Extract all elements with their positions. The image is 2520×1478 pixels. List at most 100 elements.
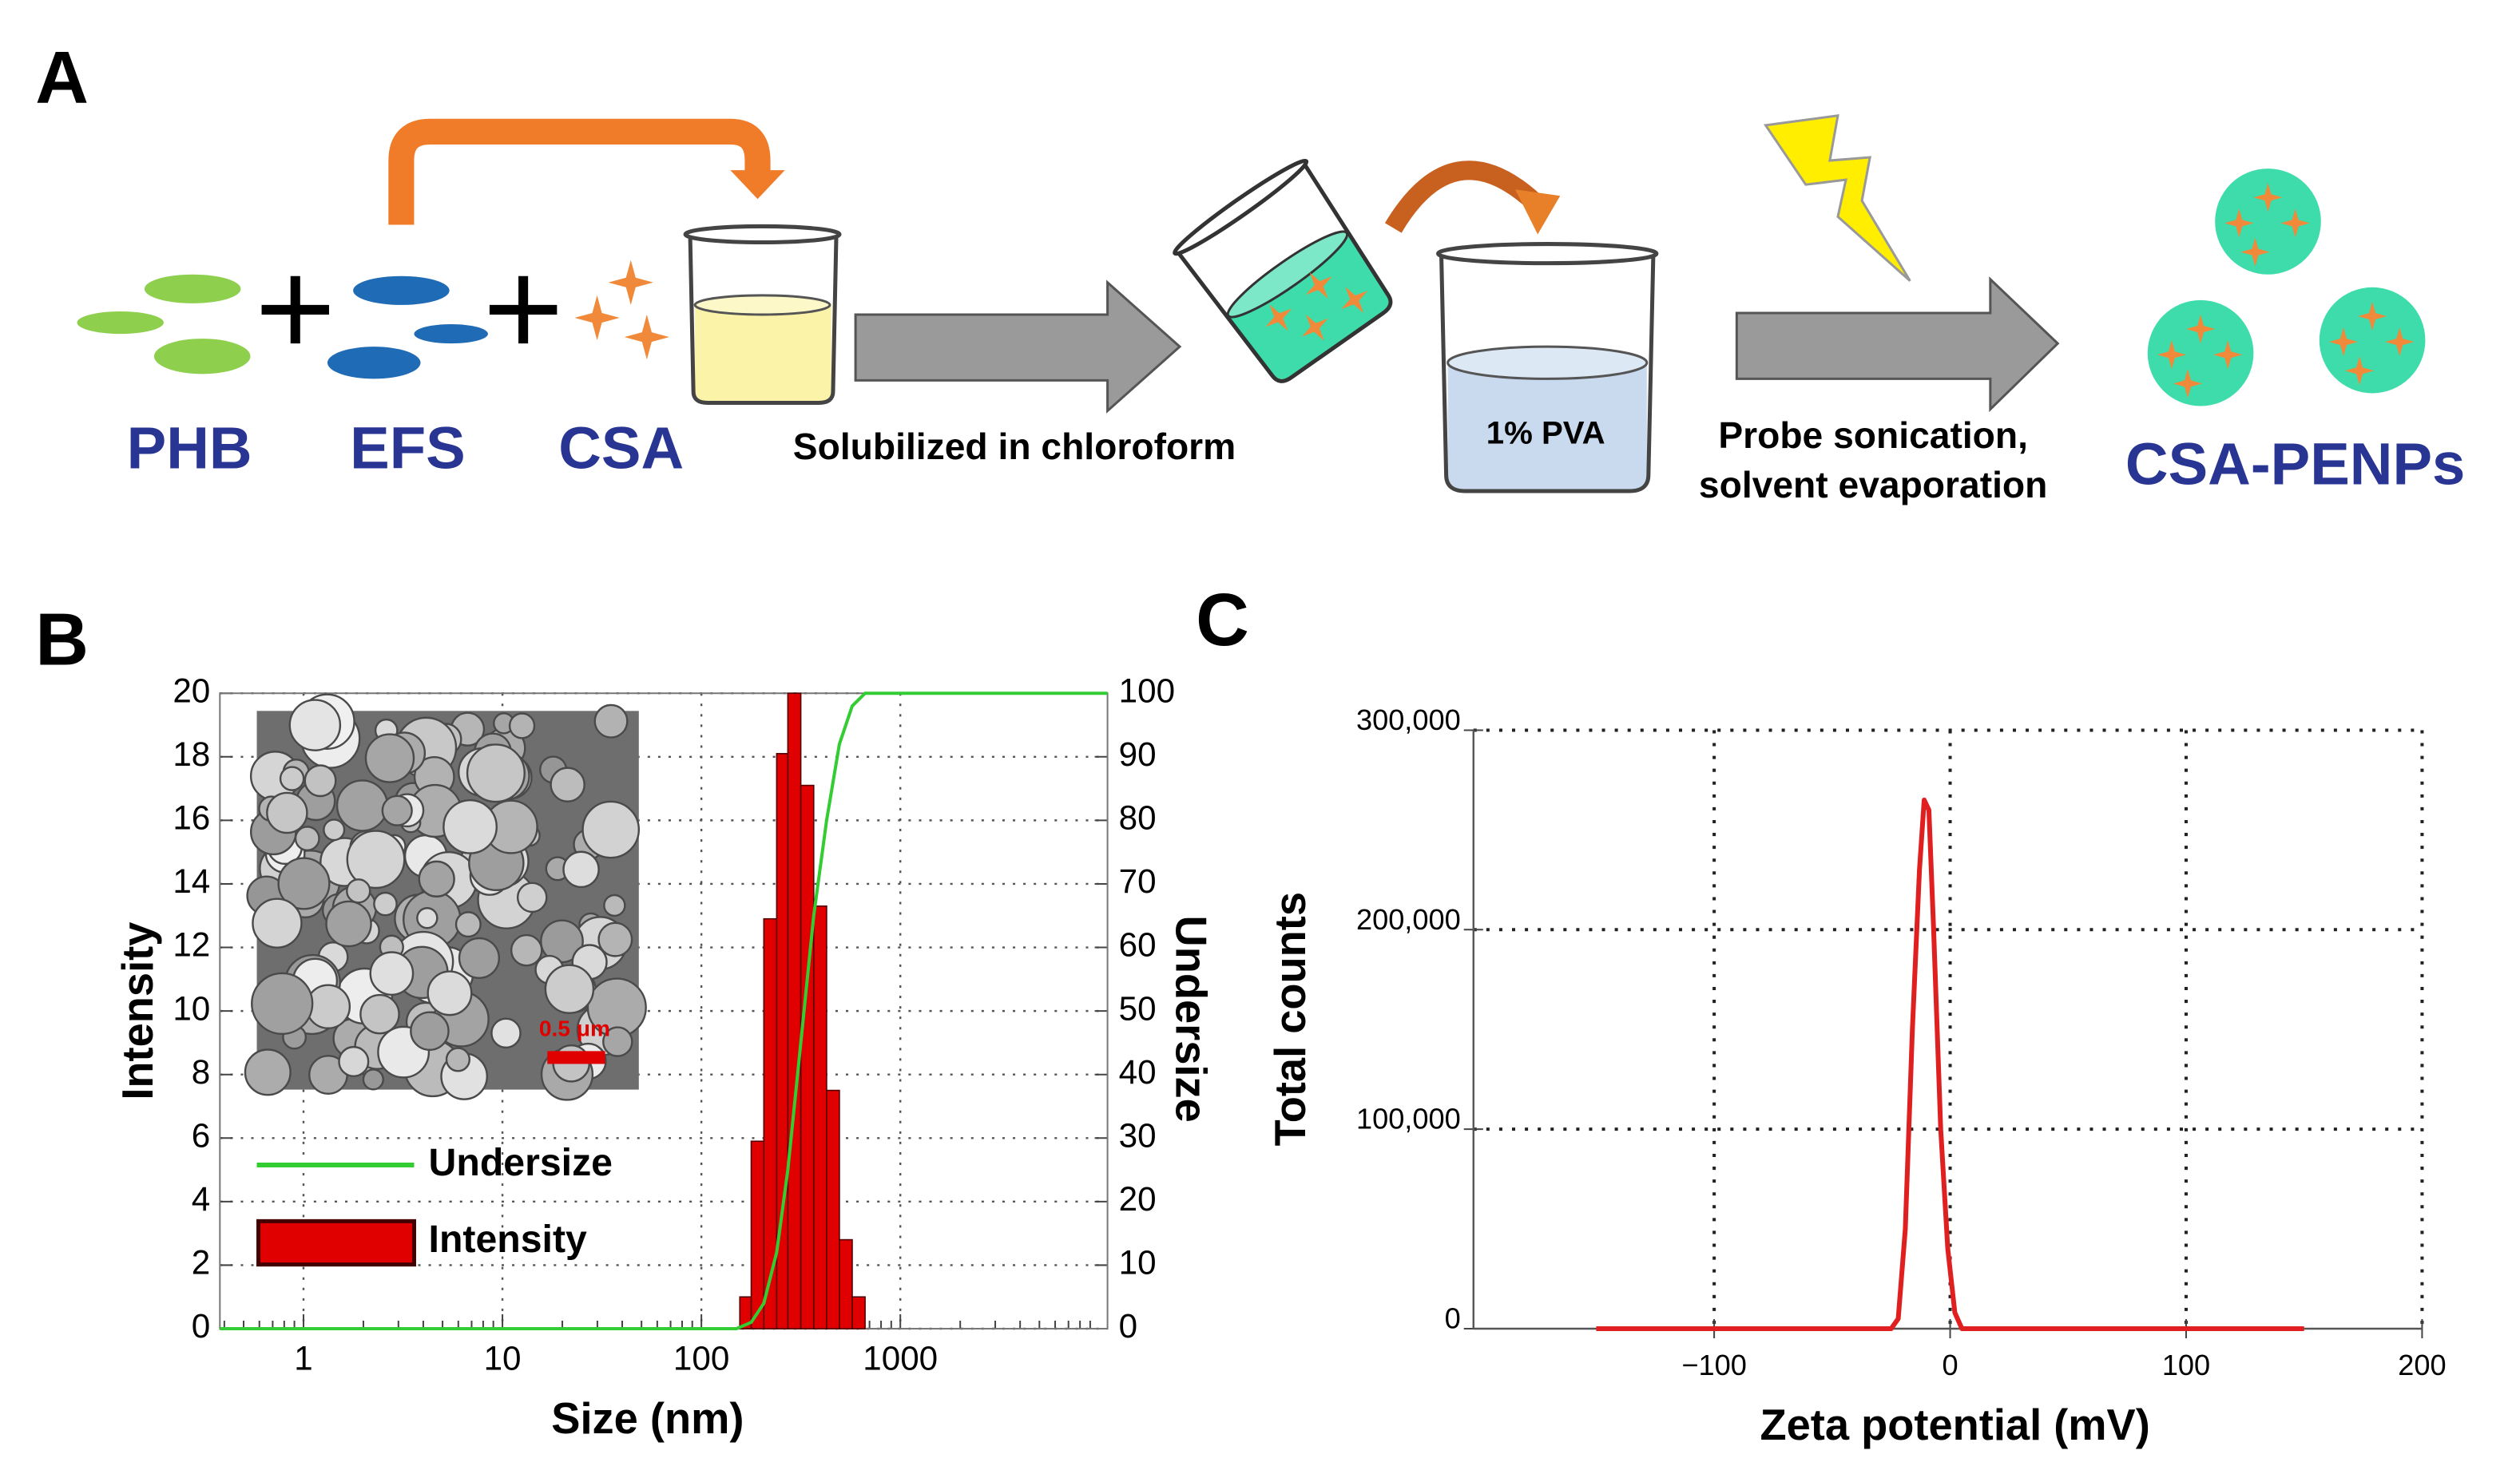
inset-texture — [362, 1068, 384, 1091]
histogram-bar — [750, 1140, 765, 1329]
y2-tick-label: 30 — [1119, 1116, 1157, 1154]
scale-bar — [547, 1051, 605, 1064]
x-tick-label: 1 — [294, 1339, 312, 1377]
y-tick-label: 6 — [192, 1116, 210, 1154]
inset-texture — [550, 767, 585, 802]
curved-arrow — [388, 118, 785, 225]
y-tick-label: 300,000 — [1356, 703, 1461, 736]
inset-texture — [581, 800, 641, 859]
x-tick-label: −100 — [1681, 1349, 1746, 1381]
inset-texture — [418, 860, 455, 897]
beaker-label: 1% PVA — [1486, 414, 1605, 450]
plus-sign — [261, 275, 558, 344]
y-tick-label: 14 — [173, 862, 210, 900]
y-tick-label: 2 — [192, 1244, 210, 1282]
inset-texture — [593, 703, 629, 739]
inset-texture — [369, 951, 415, 997]
inset-texture — [373, 891, 398, 917]
inset-texture — [442, 798, 498, 854]
histogram-bar — [851, 1296, 866, 1329]
histogram-bar — [763, 917, 778, 1329]
ingredient-label: PHB — [127, 414, 252, 481]
y2-tick-label: 60 — [1119, 926, 1157, 964]
y-tick-label: 0 — [192, 1307, 210, 1345]
y-axis-title: Total counts — [1267, 892, 1315, 1146]
y-tick-label: 100,000 — [1356, 1103, 1461, 1135]
y2-tick-label: 0 — [1119, 1307, 1137, 1345]
inset-texture — [445, 1047, 471, 1072]
inset-texture — [544, 964, 595, 1014]
histogram-bar — [839, 1238, 853, 1329]
x-axis-title: Zeta potential (mV) — [1760, 1401, 2149, 1449]
ingredient-label: CSA — [558, 414, 684, 481]
inset-texture — [338, 1045, 370, 1077]
product-label: CSA-PENPs — [2125, 431, 2466, 497]
y2-tick-label: 90 — [1119, 735, 1157, 773]
scale-bar-label: 0.5 μm — [539, 1016, 610, 1041]
efs-particles — [327, 275, 488, 379]
inset-texture — [294, 826, 320, 852]
x-tick-label: 10 — [484, 1339, 522, 1377]
y2-axis-title: Undersize — [1167, 916, 1215, 1123]
x-tick-label: 200 — [2398, 1349, 2446, 1381]
process-arrow — [854, 279, 1182, 414]
inset-texture — [381, 794, 413, 826]
undersize-line — [220, 691, 1108, 1331]
inset-texture — [454, 911, 482, 938]
histogram-bar — [826, 1089, 840, 1329]
nanoparticles — [2147, 168, 2426, 406]
inset-texture — [325, 900, 372, 948]
zeta-line — [1596, 797, 2304, 1332]
inset-texture — [510, 933, 543, 967]
x-tick-label: 0 — [1942, 1349, 1958, 1381]
histogram-bar — [787, 692, 802, 1329]
ingredient-label: EFS — [350, 414, 466, 481]
y-tick-label: 12 — [173, 926, 210, 964]
x-axis-title: Size (nm) — [551, 1395, 744, 1443]
step-label: solvent evaporation — [1699, 464, 2047, 505]
y-tick-label: 8 — [192, 1053, 210, 1091]
inset-texture — [603, 894, 626, 917]
inset-texture — [562, 850, 600, 889]
phb-particles — [77, 274, 251, 374]
lightning — [1763, 114, 1911, 282]
inset-texture — [359, 993, 400, 1035]
inset-texture — [335, 779, 389, 832]
y-tick-label: 0 — [1445, 1302, 1461, 1335]
inset-texture — [346, 830, 406, 890]
inset-texture — [602, 1026, 633, 1057]
y-tick-label: 20 — [173, 672, 210, 709]
y2-tick-label: 80 — [1119, 799, 1157, 837]
step-label: Probe sonication, — [1718, 414, 2028, 456]
charts: B1 10 100 100002468101214161820010203040506… — [35, 578, 2446, 1449]
inset-texture — [597, 921, 633, 957]
inset: 0.5 μm — [244, 693, 647, 1101]
y-tick-label: 4 — [192, 1180, 210, 1218]
y-axis-title: Intensity — [114, 922, 162, 1100]
inset-texture — [304, 764, 337, 798]
beaker — [683, 224, 842, 406]
x-tick-label: 100 — [2162, 1349, 2210, 1381]
y2-tick-label: 10 — [1119, 1244, 1157, 1282]
csa-stars — [574, 260, 669, 360]
inset-texture — [364, 733, 415, 783]
inset-texture — [244, 1048, 292, 1096]
y-tick-label: 18 — [173, 735, 210, 773]
inset-texture — [490, 1017, 522, 1049]
inset-texture — [277, 857, 331, 910]
curved-arrow — [1384, 160, 1561, 235]
y-tick-label: 200,000 — [1356, 903, 1461, 936]
inset-texture — [279, 766, 305, 791]
y2-tick-label: 20 — [1119, 1180, 1157, 1218]
inset-texture — [252, 897, 303, 949]
y-tick-label: 10 — [173, 989, 210, 1027]
inset-texture — [410, 1011, 450, 1052]
inset-texture — [346, 878, 371, 904]
panel-label: B — [35, 597, 89, 680]
y2-tick-label: 50 — [1119, 989, 1157, 1027]
inset-texture — [508, 712, 536, 739]
inset-texture — [516, 882, 548, 913]
y2-tick-label: 70 — [1119, 862, 1157, 900]
x-tick-label: 100 — [673, 1339, 729, 1377]
